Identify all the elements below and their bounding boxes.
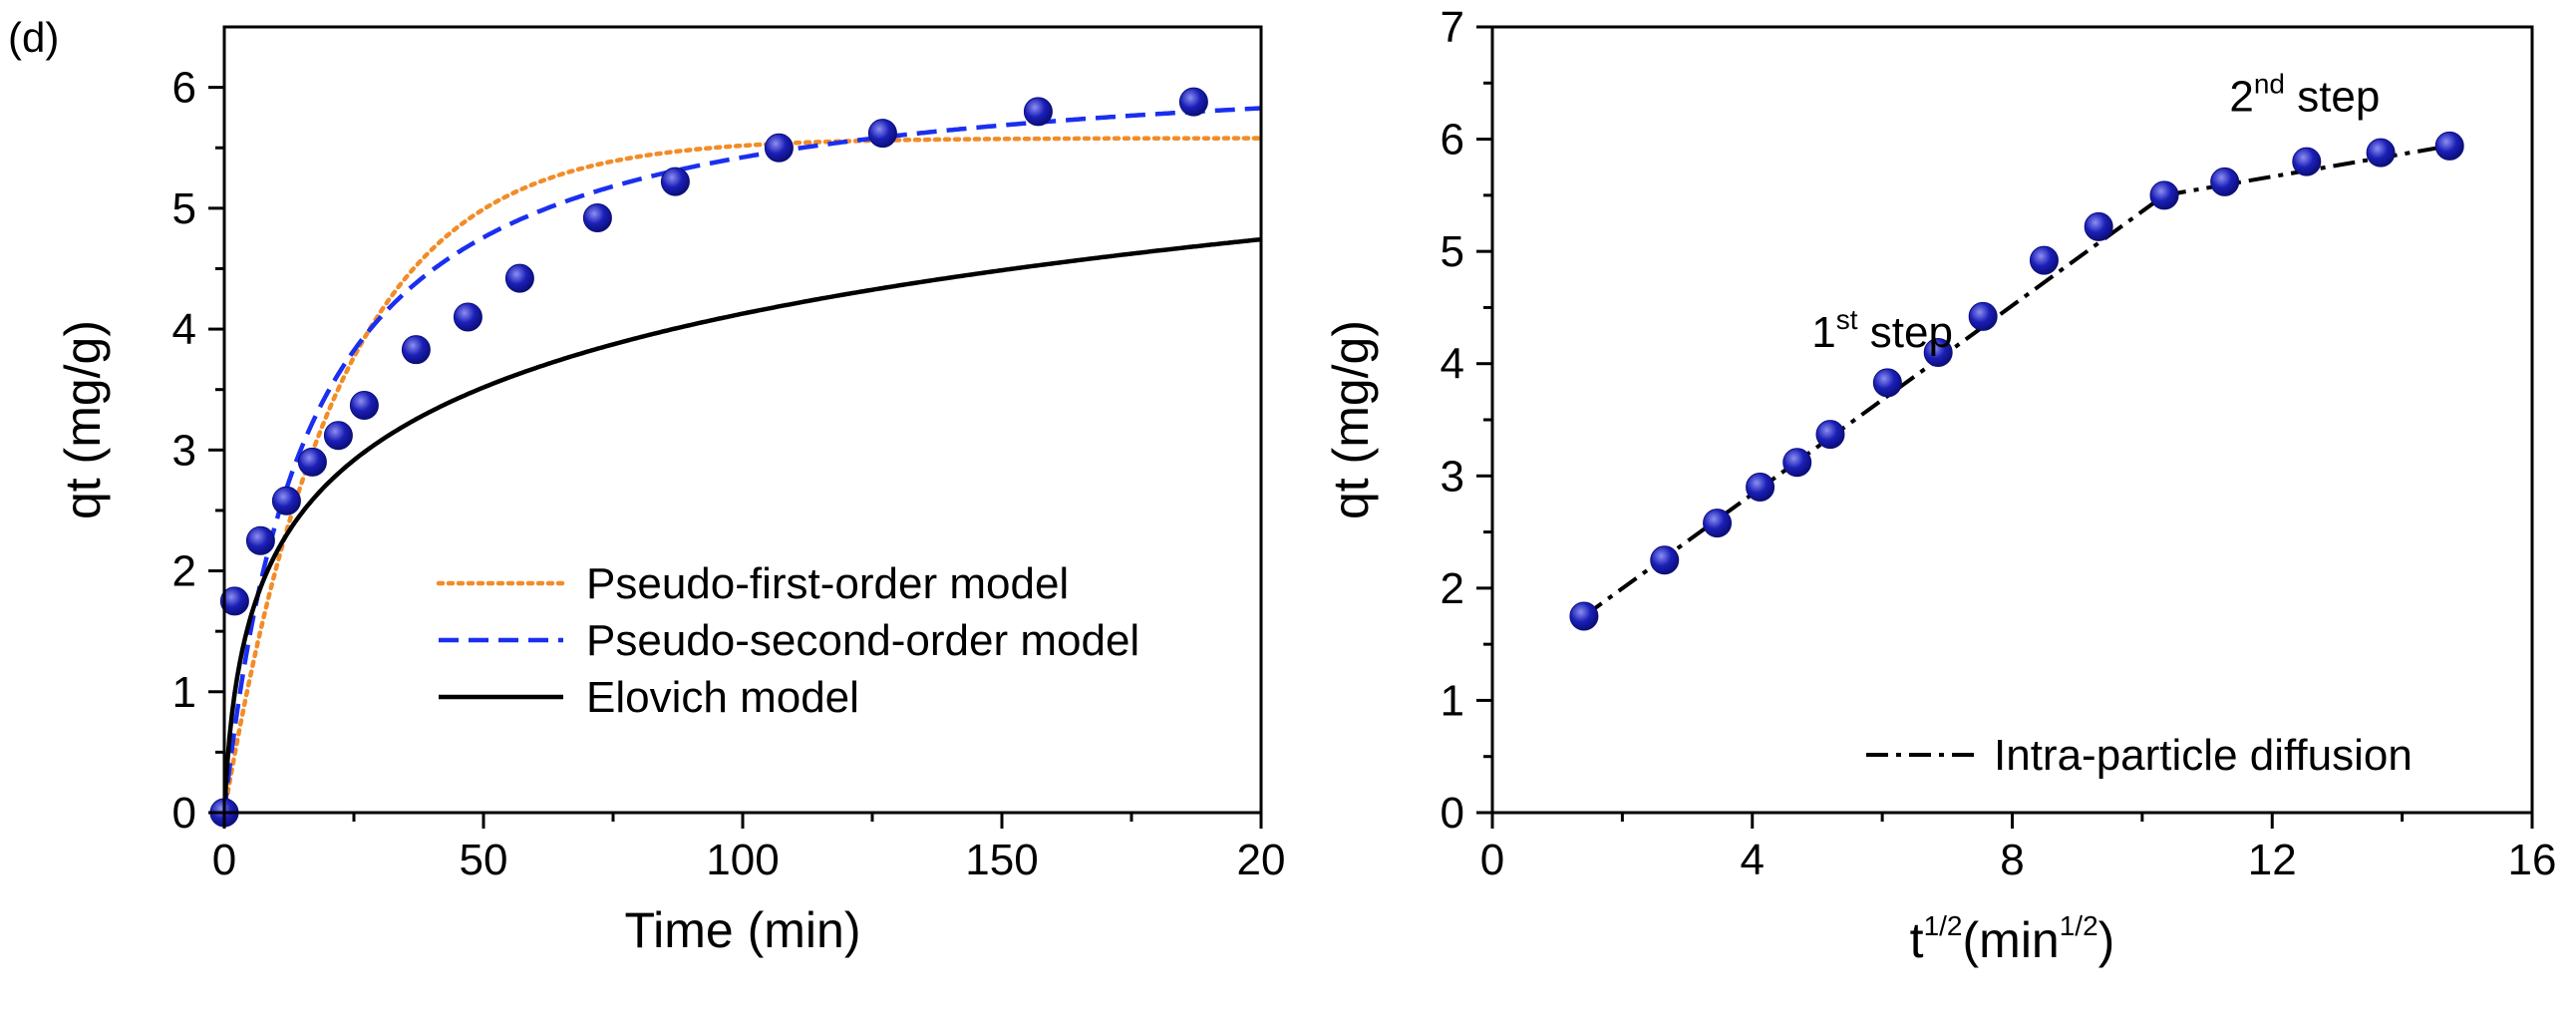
data-point bbox=[1650, 545, 1680, 575]
series-layer bbox=[221, 106, 1264, 816]
x-axis-title-base: t bbox=[1910, 912, 1924, 968]
x-axis-title-sup: 1/2 bbox=[1924, 910, 1963, 941]
legend-label: Pseudo-first-order model bbox=[586, 559, 1069, 608]
data-point bbox=[349, 390, 379, 420]
points-layer bbox=[209, 87, 1208, 828]
data-point bbox=[401, 335, 431, 365]
data-point bbox=[582, 203, 612, 233]
y-tick-label: 1 bbox=[172, 668, 196, 717]
y-tick-label: 6 bbox=[1441, 116, 1464, 165]
y-tick-label: 5 bbox=[172, 184, 196, 233]
data-point bbox=[453, 302, 483, 332]
data-point bbox=[1815, 420, 1845, 450]
step-annotations: 1st step 2nd step bbox=[1811, 68, 2380, 356]
y-tick-label: 2 bbox=[172, 547, 196, 596]
series-line bbox=[221, 136, 1264, 816]
x-tick-label: 150 bbox=[965, 836, 1038, 884]
series-line bbox=[221, 236, 1262, 814]
data-point bbox=[1023, 97, 1053, 127]
data-point bbox=[2366, 138, 2396, 168]
series-line bbox=[1582, 193, 2166, 618]
x-tick-label: 16 bbox=[2508, 836, 2557, 884]
x-tick-label: 100 bbox=[706, 836, 779, 884]
y-tick-label: 2 bbox=[1441, 564, 1464, 613]
x-tick-label: 50 bbox=[460, 836, 508, 884]
x-tick-label: 20 bbox=[1237, 836, 1286, 884]
y-tick-label: 0 bbox=[172, 789, 196, 838]
data-point bbox=[2210, 167, 2240, 196]
data-point bbox=[1872, 368, 1902, 398]
y-axis-title: qt (mg/g) bbox=[55, 320, 111, 519]
data-point bbox=[2149, 180, 2179, 210]
data-point bbox=[2434, 131, 2464, 161]
y-axis-title: qt (mg/g) bbox=[1323, 320, 1379, 519]
x-tick-label: 0 bbox=[212, 836, 236, 884]
y-tick-label: 6 bbox=[172, 64, 196, 113]
data-point bbox=[245, 525, 275, 555]
data-point bbox=[271, 486, 301, 515]
annotation-second-step: 2nd step bbox=[2229, 68, 2380, 121]
panel-label: (d) bbox=[8, 14, 59, 61]
x-tick-label: 8 bbox=[2000, 836, 2024, 884]
y-tick-label: 0 bbox=[1441, 789, 1464, 838]
series-line bbox=[221, 106, 1262, 814]
data-point bbox=[1923, 337, 1953, 367]
x-tick-label: 4 bbox=[1741, 836, 1765, 884]
data-point bbox=[297, 447, 327, 477]
data-point bbox=[1782, 448, 1812, 478]
data-point bbox=[764, 133, 794, 163]
legend-label: Pseudo-second-order model bbox=[586, 616, 1139, 665]
legend: Pseudo-first-order model Pseudo-second-or… bbox=[436, 559, 1139, 722]
data-point bbox=[2292, 147, 2322, 176]
data-point bbox=[1703, 509, 1733, 538]
y-tick-label: 3 bbox=[1441, 452, 1464, 501]
data-point bbox=[660, 167, 690, 196]
y-tick-label: 4 bbox=[1441, 340, 1464, 389]
x-axis-title: t1/2(min1/2) bbox=[1910, 910, 2115, 968]
data-point bbox=[323, 421, 353, 451]
x-axis-title: Time (min) bbox=[624, 902, 860, 958]
legend-label: Elovich model bbox=[586, 673, 859, 722]
points-layer bbox=[1569, 131, 2464, 631]
data-point bbox=[219, 586, 249, 616]
annotation-first-step: 1st step bbox=[1811, 304, 1953, 357]
data-point bbox=[1178, 87, 1208, 117]
x-axis-title-mid: (min bbox=[1963, 912, 2060, 968]
x-axis-title-end: ) bbox=[2098, 912, 2115, 968]
data-point bbox=[2084, 211, 2113, 241]
x-tick-label: 0 bbox=[1480, 836, 1504, 884]
data-point bbox=[2029, 245, 2059, 275]
y-tick-label: 5 bbox=[1441, 227, 1464, 276]
data-point bbox=[1746, 473, 1775, 503]
x-tick-label: 12 bbox=[2248, 836, 2297, 884]
data-point bbox=[504, 263, 534, 293]
y-tick-label: 7 bbox=[1441, 3, 1464, 52]
y-tick-label: 4 bbox=[172, 305, 196, 354]
legend-label: Intra-particle diffusion bbox=[1994, 731, 2413, 780]
data-point bbox=[1968, 301, 1998, 331]
x-axis-title-sup2: 1/2 bbox=[2060, 910, 2098, 941]
y-tick-label: 1 bbox=[1441, 676, 1464, 725]
data-point bbox=[1569, 601, 1599, 631]
data-point bbox=[867, 119, 897, 149]
legend: Intra-particle diffusion bbox=[1866, 731, 2413, 780]
y-tick-label: 3 bbox=[172, 426, 196, 475]
